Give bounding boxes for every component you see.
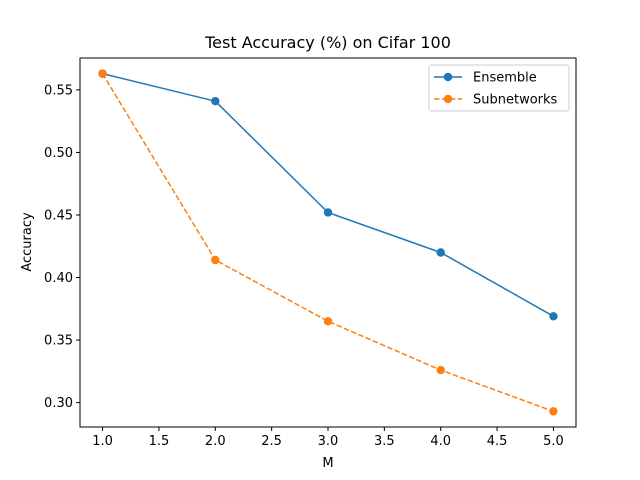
x-tick-label: 3.5 [374,434,395,449]
x-tick-label: 1.0 [92,434,113,449]
y-axis: 0.30 0.35 0.40 0.45 0.50 0.55 [44,83,80,411]
x-tick-label: 4.5 [487,434,508,449]
legend-label-ensemble: Ensemble [473,71,537,86]
data-point-subnetworks [323,317,333,326]
y-tick-label: 0.45 [44,208,73,223]
y-tick-label: 0.40 [44,271,73,286]
chart-title: Test Accuracy (%) on Cifar 100 [204,33,451,52]
data-point-ensemble [436,248,445,257]
x-tick-label: 2.5 [261,434,282,449]
data-point-subnetworks [549,407,558,416]
x-tick-label: 1.5 [149,434,170,449]
x-tick-label: 5.0 [543,434,564,449]
y-tick-label: 0.55 [44,83,73,98]
legend: Ensemble Subnetworks [428,64,570,112]
x-axis-label: M [322,456,333,471]
legend-label-subnetworks: Subnetworks [473,93,558,108]
data-point-subnetworks [436,365,445,375]
x-tick-label: 3.0 [318,434,339,449]
y-tick-label: 0.35 [44,334,73,349]
legend-box [428,64,570,112]
data-point-ensemble [211,96,220,106]
data-point-ensemble [323,208,333,217]
x-tick-label: 2.0 [205,434,226,449]
data-point-subnetworks [211,255,220,265]
legend-marker-subnetworks [443,94,453,104]
data-point-ensemble [549,312,558,321]
plot-area [98,69,558,416]
legend-marker-ensemble [443,72,453,82]
y-axis-label: Accuracy [20,212,35,272]
x-tick-label: 4.0 [430,434,451,449]
data-point-subnetworks [98,69,107,78]
y-tick-label: 0.30 [44,396,73,411]
series-line-subnetworks [101,73,554,413]
x-axis: 1.0 1.5 2.0 2.5 3.0 3.5 4.0 4.5 5.0 [92,427,564,449]
y-tick-label: 0.50 [44,146,73,161]
